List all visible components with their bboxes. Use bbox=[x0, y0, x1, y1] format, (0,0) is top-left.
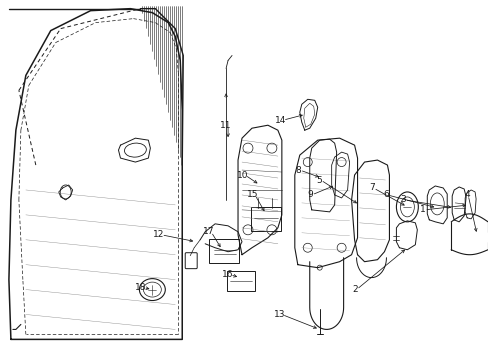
Text: 13: 13 bbox=[273, 310, 285, 319]
Text: 15: 15 bbox=[246, 190, 258, 199]
Text: 11: 11 bbox=[220, 121, 231, 130]
Text: 9: 9 bbox=[307, 190, 313, 199]
Text: 2: 2 bbox=[352, 285, 358, 294]
Text: 8: 8 bbox=[295, 166, 301, 175]
Text: 17: 17 bbox=[203, 227, 214, 236]
Text: 14: 14 bbox=[274, 116, 285, 125]
Text: 12: 12 bbox=[153, 230, 164, 239]
Text: 6: 6 bbox=[383, 190, 388, 199]
Text: 1: 1 bbox=[420, 206, 425, 215]
Text: 7: 7 bbox=[369, 184, 374, 193]
Text: 4: 4 bbox=[463, 190, 469, 199]
Text: 3: 3 bbox=[400, 195, 406, 204]
Text: 18: 18 bbox=[135, 283, 146, 292]
Text: 10: 10 bbox=[237, 171, 248, 180]
Text: 5: 5 bbox=[316, 176, 322, 185]
Text: 16: 16 bbox=[222, 270, 233, 279]
